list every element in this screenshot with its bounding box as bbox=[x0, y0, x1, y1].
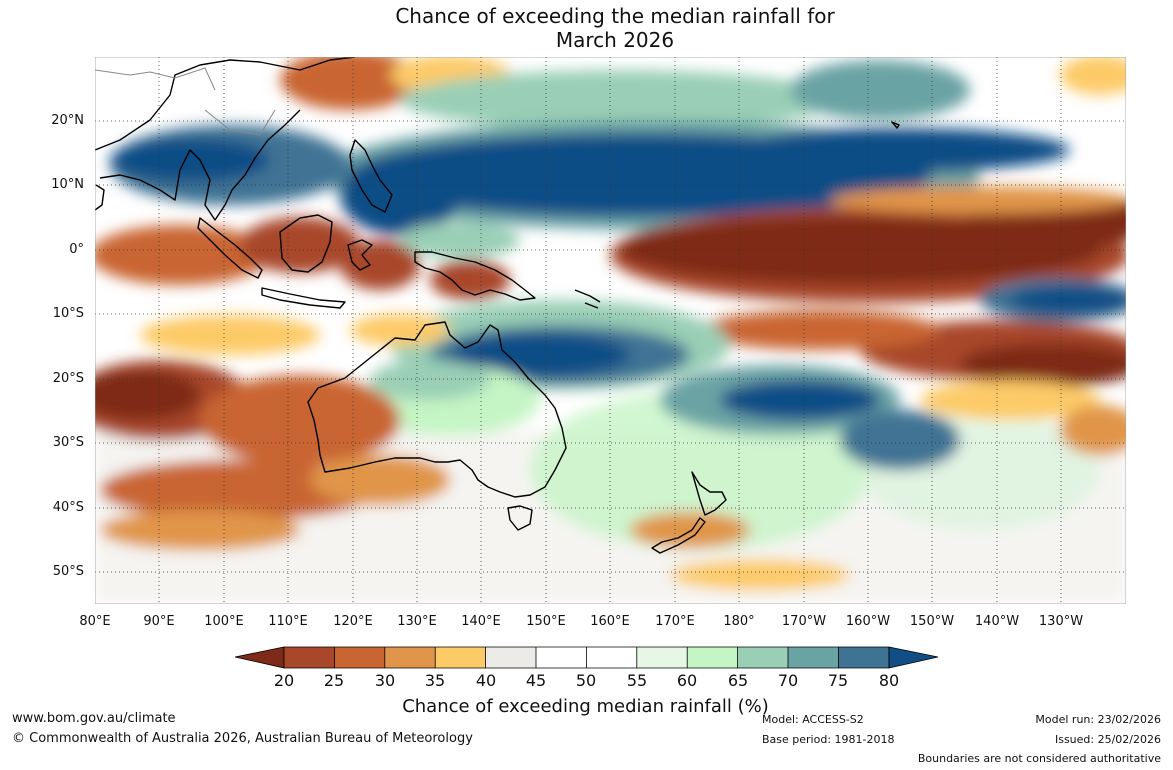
sumatra-coastline bbox=[197, 217, 263, 279]
map-area bbox=[95, 57, 1126, 604]
colorbar-segment-50-55 bbox=[586, 647, 637, 668]
colorbar-label-30: 30 bbox=[374, 671, 396, 690]
colorbar-title-text: Chance of exceeding median rainfall (%) bbox=[402, 696, 769, 717]
colorbar-label-80: 80 bbox=[878, 671, 900, 690]
philippines-coastline bbox=[349, 139, 393, 213]
lon-tick-140w: 140°W bbox=[974, 614, 1020, 629]
lon-tick-180: 180° bbox=[723, 614, 755, 629]
hawaii-coastline bbox=[891, 121, 900, 129]
colorbar-segment-25-30 bbox=[334, 647, 385, 668]
map-title: Chance of exceeding the median rainfall … bbox=[0, 4, 1173, 52]
solomon-islands-coastline bbox=[574, 289, 601, 309]
lon-tick-170w: 170°W bbox=[781, 614, 827, 629]
java-coastline bbox=[261, 287, 346, 309]
colorbar-segment-45-50 bbox=[536, 647, 587, 668]
sulawesi-coastline bbox=[347, 239, 373, 271]
colorbar-label-25: 25 bbox=[323, 671, 345, 690]
lat-tick-40s: 40°S bbox=[52, 500, 84, 515]
lon-tick-120e: 120°E bbox=[333, 614, 373, 629]
footer-issued: Issued: 25/02/2026 bbox=[1054, 733, 1161, 746]
lon-tick-100e: 100°E bbox=[204, 614, 244, 629]
colorbar-label-70: 70 bbox=[777, 671, 799, 690]
new-zealand-north-coastline bbox=[691, 471, 727, 516]
footer-model: Model: ACCESS-S2 bbox=[762, 713, 864, 726]
lon-tick-160w: 160°W bbox=[845, 614, 891, 629]
lon-tick-130e: 130°E bbox=[397, 614, 437, 629]
colorbar-arrow-low bbox=[234, 646, 285, 669]
footer-copyright: © Commonwealth of Australia 2026, Austra… bbox=[12, 731, 473, 746]
colorbar-title: Chance of exceeding median rainfall (%) bbox=[0, 696, 1173, 717]
lon-tick-140e: 140°E bbox=[461, 614, 501, 629]
colorbar-segment-55-60 bbox=[636, 647, 688, 668]
colorbar bbox=[234, 646, 939, 669]
colorbar-label-50: 50 bbox=[575, 671, 597, 690]
australia-coastline bbox=[307, 321, 567, 498]
colorbar-label-20: 20 bbox=[273, 671, 295, 690]
lat-tick-10s: 10°S bbox=[52, 306, 84, 321]
new-guinea-coastline bbox=[414, 251, 536, 301]
asia-coastline bbox=[95, 57, 356, 221]
colorbar-segment-20-25 bbox=[284, 647, 335, 668]
colorbar-segment-40-45 bbox=[485, 647, 536, 668]
colorbar-label-45: 45 bbox=[525, 671, 547, 690]
tasmania-coastline bbox=[507, 505, 533, 531]
colorbar-segment-65-70 bbox=[737, 647, 788, 668]
footer-base-period: Base period: 1981-2018 bbox=[762, 733, 895, 746]
lon-tick-150e: 150°E bbox=[526, 614, 566, 629]
lon-tick-130w: 130°W bbox=[1038, 614, 1084, 629]
colorbar-arrow-high bbox=[888, 646, 939, 669]
colorbar-label-60: 60 bbox=[676, 671, 698, 690]
colorbar-segment-75-80 bbox=[838, 647, 889, 668]
colorbar-label-40: 40 bbox=[475, 671, 497, 690]
lon-tick-110e: 110°E bbox=[268, 614, 308, 629]
country-borders bbox=[95, 67, 276, 136]
lat-tick-30s: 30°S bbox=[52, 435, 84, 450]
lat-tick-0: 0° bbox=[69, 242, 84, 257]
lat-tick-10n: 10°N bbox=[51, 177, 84, 192]
colorbar-label-75: 75 bbox=[827, 671, 849, 690]
colorbar-segment-60-65 bbox=[687, 647, 738, 668]
footer-disclaimer: Boundaries are not considered authoritat… bbox=[917, 752, 1161, 765]
lon-tick-150w: 150°W bbox=[909, 614, 955, 629]
lat-tick-20s: 20°S bbox=[52, 371, 84, 386]
sri-lanka-coastline bbox=[95, 184, 105, 211]
lon-tick-90e: 90°E bbox=[143, 614, 175, 629]
new-zealand-south-coastline bbox=[651, 517, 706, 554]
borneo-coastline bbox=[279, 214, 333, 273]
colorbar-segment-30-35 bbox=[384, 647, 436, 668]
lat-tick-50s: 50°S bbox=[52, 564, 84, 579]
coastlines bbox=[95, 57, 900, 554]
colorbar-segment-70-75 bbox=[788, 647, 839, 668]
lon-tick-170e: 170°E bbox=[655, 614, 695, 629]
footer-model-run: Model run: 23/02/2026 bbox=[1035, 713, 1161, 726]
lon-tick-80e: 80°E bbox=[79, 614, 111, 629]
probability-field bbox=[95, 57, 1126, 604]
map-title-line1: Chance of exceeding the median rainfall … bbox=[395, 4, 835, 28]
colorbar-label-35: 35 bbox=[424, 671, 446, 690]
colorbar-label-55: 55 bbox=[626, 671, 648, 690]
map-title-line2: March 2026 bbox=[555, 28, 675, 52]
footer-url[interactable]: www.bom.gov.au/climate bbox=[12, 711, 176, 726]
lon-tick-160e: 160°E bbox=[590, 614, 630, 629]
lat-tick-20n: 20°N bbox=[51, 113, 84, 128]
colorbar-label-65: 65 bbox=[727, 671, 749, 690]
colorbar-segment-35-40 bbox=[435, 647, 486, 668]
